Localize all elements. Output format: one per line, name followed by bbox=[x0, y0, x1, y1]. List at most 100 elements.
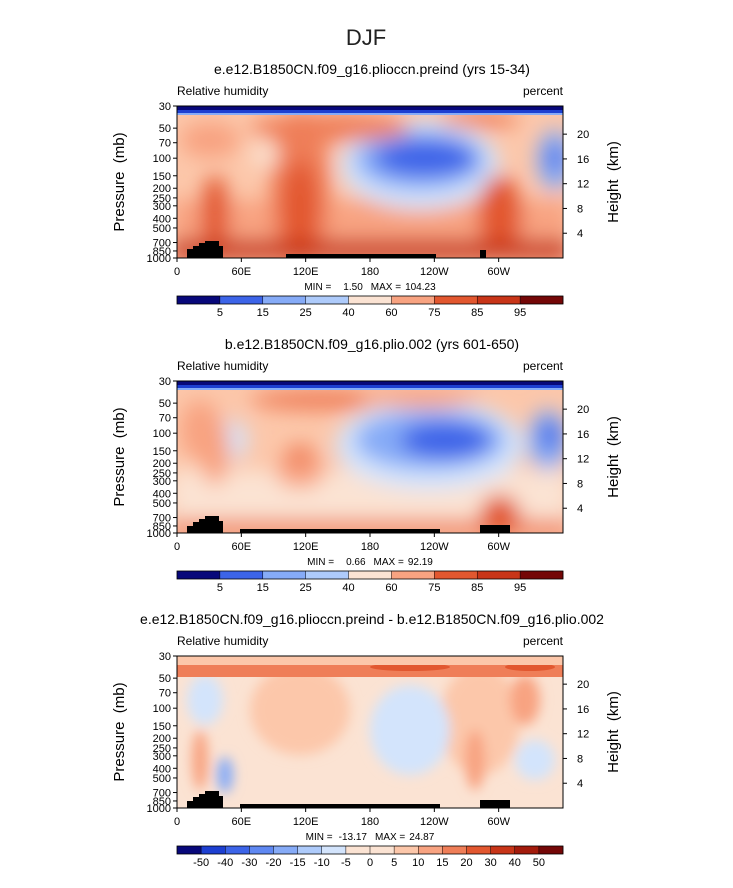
x-tick-label: 0 bbox=[174, 816, 180, 828]
colorbar-frame bbox=[176, 295, 564, 305]
y-tick-label: 30 bbox=[159, 101, 171, 113]
colorbar-swatch bbox=[348, 296, 392, 304]
colorbar-label: 85 bbox=[471, 307, 483, 319]
y-tick-label: 70 bbox=[159, 688, 171, 700]
panel-2-right-axis-label: Height (km) bbox=[605, 416, 622, 498]
y-tick-label: 200 bbox=[153, 183, 171, 195]
colorbar-label: 75 bbox=[428, 307, 440, 319]
y-tick-label: 200 bbox=[153, 733, 171, 745]
colorbar-swatch bbox=[219, 571, 264, 579]
colorbar-swatch bbox=[490, 846, 516, 854]
colorbar-swatch bbox=[520, 571, 564, 579]
panel-2-min-value: 0.66 bbox=[346, 557, 366, 568]
height-tick-label: 12 bbox=[577, 454, 589, 466]
panel-2-max-label: MAX = bbox=[374, 557, 404, 568]
height-tick-label: 16 bbox=[577, 154, 589, 166]
colorbar-label: 95 bbox=[514, 307, 526, 319]
colorbar-swatch bbox=[225, 846, 250, 854]
height-tick-label: 8 bbox=[577, 203, 583, 215]
colorbar-label: 25 bbox=[300, 307, 312, 319]
colorbar-label: 15 bbox=[436, 857, 448, 869]
colorbar-label: -15 bbox=[290, 857, 306, 869]
panel-1-variable-label: Relative humidity bbox=[177, 84, 268, 98]
colorbar-swatch bbox=[394, 846, 419, 854]
colorbar-swatch bbox=[305, 571, 349, 579]
y-tick-label: 250 bbox=[153, 468, 171, 480]
y-tick-label: 200 bbox=[153, 458, 171, 470]
panel-1-height-ticks: 20 16 12 8 4 bbox=[563, 129, 589, 240]
y-tick-label: 850 bbox=[153, 521, 171, 533]
y-tick-label: 500 bbox=[153, 773, 171, 785]
height-tick-label: 12 bbox=[577, 729, 589, 741]
y-tick-label: 50 bbox=[159, 123, 171, 135]
colorbar-swatch bbox=[477, 296, 521, 304]
height-tick-label: 12 bbox=[577, 179, 589, 191]
panel-1-minmax: MIN = 1.50 MAX = 104.23 bbox=[304, 282, 436, 293]
colorbar-swatch bbox=[262, 571, 306, 579]
x-tick-label: 60E bbox=[232, 266, 252, 278]
y-tick-label: 500 bbox=[153, 223, 171, 235]
y-tick-label: 1000 bbox=[147, 253, 171, 265]
y-tick-label: 250 bbox=[153, 193, 171, 205]
colorbar-swatch bbox=[370, 846, 395, 854]
x-tick-label: 120E bbox=[293, 266, 319, 278]
y-tick-label: 50 bbox=[159, 673, 171, 685]
y-tick-label: 250 bbox=[153, 743, 171, 755]
height-tick-label: 8 bbox=[577, 753, 583, 765]
colorbar-label: 5 bbox=[217, 582, 223, 594]
panel-2-y-axis-label: Pressure (mb) bbox=[111, 407, 128, 506]
panel-3-title: e.e12.B1850CN.f09_g16.plioccn.preind - b… bbox=[140, 611, 604, 627]
colorbar-swatch bbox=[434, 296, 478, 304]
x-tick-label: 180 bbox=[361, 266, 379, 278]
height-tick-label: 8 bbox=[577, 478, 583, 490]
y-tick-label: 150 bbox=[153, 171, 171, 183]
colorbar-swatch bbox=[321, 846, 347, 854]
panel-1-units-label: percent bbox=[523, 84, 564, 98]
x-tick-label: 180 bbox=[361, 541, 379, 553]
y-tick-label: 1000 bbox=[147, 528, 171, 540]
y-tick-label: 300 bbox=[153, 476, 171, 488]
panel-3-max-value: 24.87 bbox=[409, 832, 434, 843]
colorbar-label: 40 bbox=[509, 857, 521, 869]
y-tick-label: 850 bbox=[153, 246, 171, 258]
colorbar-frame bbox=[176, 570, 564, 580]
colorbar-swatch bbox=[391, 296, 435, 304]
colorbar-swatch bbox=[477, 571, 521, 579]
colorbar-label: 5 bbox=[217, 307, 223, 319]
colorbar-label: 50 bbox=[533, 857, 545, 869]
y-tick-label: 70 bbox=[159, 138, 171, 150]
y-tick-label: 300 bbox=[153, 201, 171, 213]
panel-1-max-label: MAX = bbox=[371, 282, 401, 293]
panel-1-x-ticks: 0 60E 120E 180 120W 60W bbox=[174, 258, 511, 278]
y-tick-label: 1000 bbox=[147, 803, 171, 815]
panel-2-colorbar: 5 15 25 40 60 75 85 95 bbox=[176, 570, 564, 594]
panel-3-units-label: percent bbox=[523, 634, 564, 648]
colorbar-swatch bbox=[466, 846, 491, 854]
y-tick-label: 30 bbox=[159, 376, 171, 388]
panel-1-max-value: 104.23 bbox=[405, 282, 436, 293]
y-tick-label: 50 bbox=[159, 398, 171, 410]
y-tick-label: 700 bbox=[153, 513, 171, 525]
height-tick-label: 4 bbox=[577, 503, 583, 515]
panel-1: e.e12.B1850CN.f09_g16.plioccn.preind (yr… bbox=[111, 61, 622, 319]
colorbar-swatch bbox=[514, 846, 540, 854]
y-tick-label: 30 bbox=[159, 651, 171, 663]
colorbar-swatch bbox=[391, 571, 435, 579]
panel-2: b.e12.B1850CN.f09_g16.plio.002 (yrs 601-… bbox=[111, 336, 622, 594]
x-tick-label: 60E bbox=[232, 816, 252, 828]
panel-2-minmax: MIN = 0.66 MAX = 92.19 bbox=[307, 557, 433, 568]
colorbar-label: 75 bbox=[428, 582, 440, 594]
panel-3-x-ticks: 0 60E 120E 180 120W 60W bbox=[174, 808, 511, 828]
y-tick-label: 150 bbox=[153, 721, 171, 733]
colorbar-label: 30 bbox=[485, 857, 497, 869]
height-tick-label: 16 bbox=[577, 704, 589, 716]
y-tick-label: 150 bbox=[153, 446, 171, 458]
colorbar-swatch bbox=[262, 296, 306, 304]
colorbar-label: 85 bbox=[471, 582, 483, 594]
colorbar-label: 25 bbox=[300, 582, 312, 594]
panel-2-x-ticks: 0 60E 120E 180 120W 60W bbox=[174, 533, 511, 553]
height-tick-label: 4 bbox=[577, 228, 583, 240]
colorbar-swatch bbox=[418, 846, 443, 854]
panel-3-min-value: -13.17 bbox=[339, 832, 368, 843]
